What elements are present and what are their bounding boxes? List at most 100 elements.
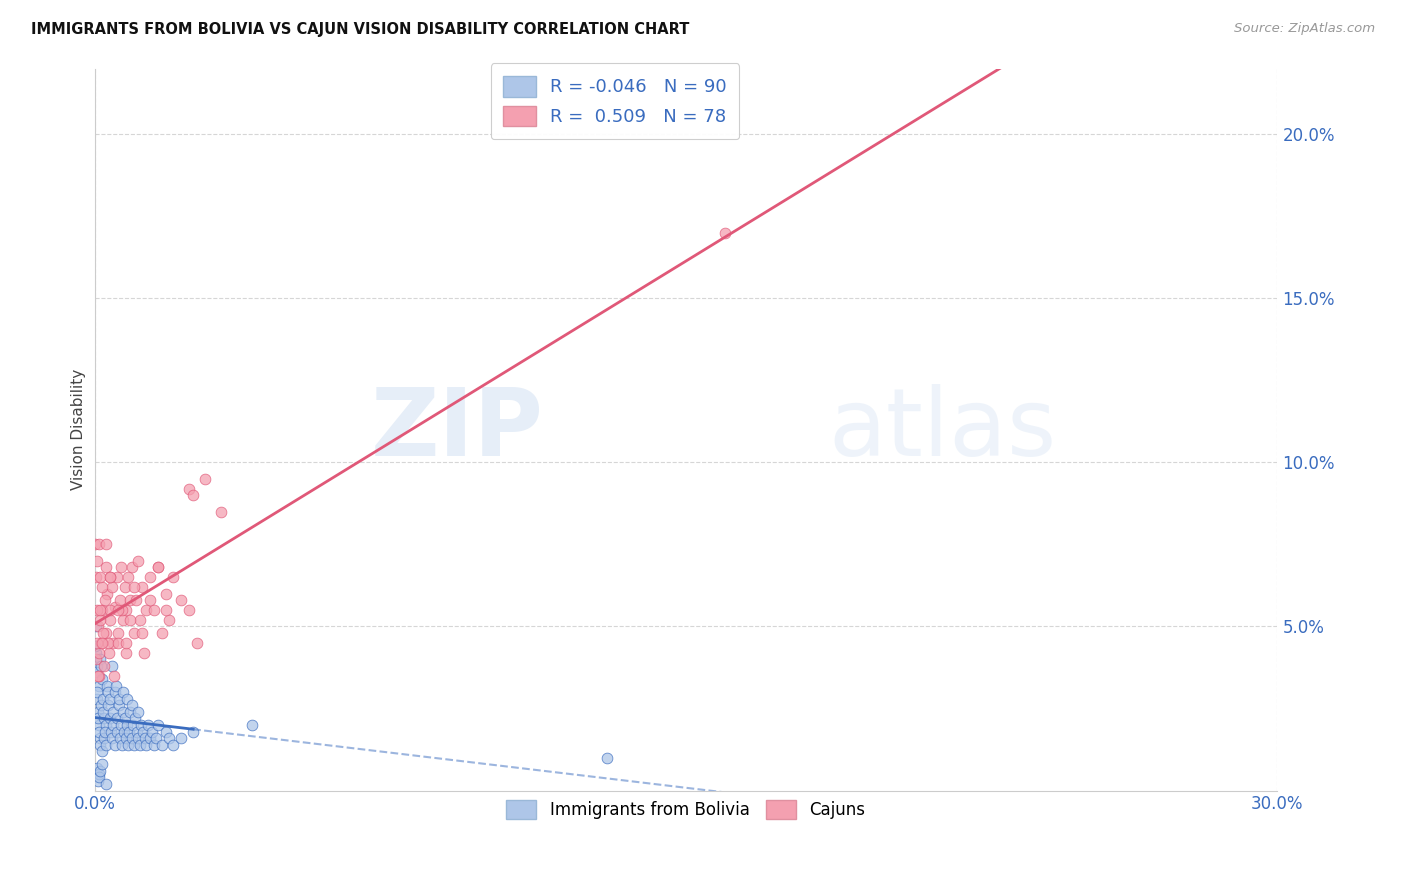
Point	[87, 773, 110, 788]
Point	[108, 731, 131, 745]
Point	[90, 672, 112, 686]
Point	[87, 711, 110, 725]
Point	[132, 646, 155, 660]
Point	[94, 626, 117, 640]
Point	[89, 718, 111, 732]
Point	[105, 570, 128, 584]
Point	[100, 724, 122, 739]
Text: atlas: atlas	[828, 384, 1056, 475]
Point	[107, 603, 129, 617]
Text: ZIP: ZIP	[371, 384, 544, 475]
Point	[127, 705, 149, 719]
Point	[93, 731, 115, 745]
Point	[135, 603, 157, 617]
Point	[90, 636, 112, 650]
Point	[96, 537, 118, 551]
Point	[132, 724, 155, 739]
Point	[104, 685, 127, 699]
Point	[150, 738, 173, 752]
Point	[86, 554, 108, 568]
Point	[107, 626, 129, 640]
Point	[110, 560, 132, 574]
Point	[179, 603, 201, 617]
Point	[93, 711, 115, 725]
Point	[125, 724, 148, 739]
Point	[146, 560, 169, 574]
Point	[170, 593, 193, 607]
Point	[104, 599, 127, 614]
Point	[159, 613, 181, 627]
Point	[111, 705, 134, 719]
Point	[84, 665, 107, 680]
Point	[94, 718, 117, 732]
Point	[105, 711, 128, 725]
Point	[89, 731, 111, 745]
Point	[115, 603, 138, 617]
Point	[91, 705, 114, 719]
Point	[86, 636, 108, 650]
Point	[96, 560, 118, 574]
Point	[108, 691, 131, 706]
Point	[103, 718, 125, 732]
Point	[90, 698, 112, 713]
Point	[89, 738, 111, 752]
Point	[121, 731, 143, 745]
Point	[87, 646, 110, 660]
Point	[91, 757, 114, 772]
Point	[162, 738, 184, 752]
Point	[155, 587, 177, 601]
Point	[141, 724, 163, 739]
Point	[145, 731, 167, 745]
Text: Source: ZipAtlas.com: Source: ZipAtlas.com	[1234, 22, 1375, 36]
Point	[120, 705, 142, 719]
Point	[131, 626, 153, 640]
Point	[125, 593, 148, 607]
Point	[107, 724, 129, 739]
Point	[127, 554, 149, 568]
Point	[121, 718, 143, 732]
Point	[100, 659, 122, 673]
Point	[150, 626, 173, 640]
Point	[87, 705, 110, 719]
Point	[110, 718, 132, 732]
Point	[115, 646, 138, 660]
Point	[89, 652, 111, 666]
Point	[86, 685, 108, 699]
Point	[134, 731, 156, 745]
Point	[103, 669, 125, 683]
Point	[115, 636, 138, 650]
Point	[121, 698, 143, 713]
Point	[98, 691, 121, 706]
Y-axis label: Vision Disability: Vision Disability	[72, 369, 86, 491]
Point	[91, 744, 114, 758]
Point	[97, 636, 120, 650]
Point	[181, 488, 204, 502]
Point	[115, 718, 138, 732]
Point	[96, 777, 118, 791]
Point	[121, 560, 143, 574]
Point	[146, 718, 169, 732]
Point	[94, 738, 117, 752]
Point	[86, 603, 108, 617]
Point	[120, 613, 142, 627]
Point	[104, 738, 127, 752]
Point	[89, 603, 111, 617]
Point	[142, 603, 165, 617]
Point	[122, 626, 145, 640]
Point	[139, 570, 162, 584]
Point	[91, 626, 114, 640]
Point	[131, 580, 153, 594]
Point	[194, 472, 217, 486]
Point	[89, 771, 111, 785]
Point	[103, 636, 125, 650]
Point	[91, 636, 114, 650]
Point	[84, 639, 107, 653]
Point	[94, 593, 117, 607]
Point	[91, 691, 114, 706]
Point	[112, 724, 135, 739]
Point	[131, 718, 153, 732]
Point	[117, 570, 139, 584]
Point	[87, 679, 110, 693]
Point	[87, 619, 110, 633]
Point	[107, 636, 129, 650]
